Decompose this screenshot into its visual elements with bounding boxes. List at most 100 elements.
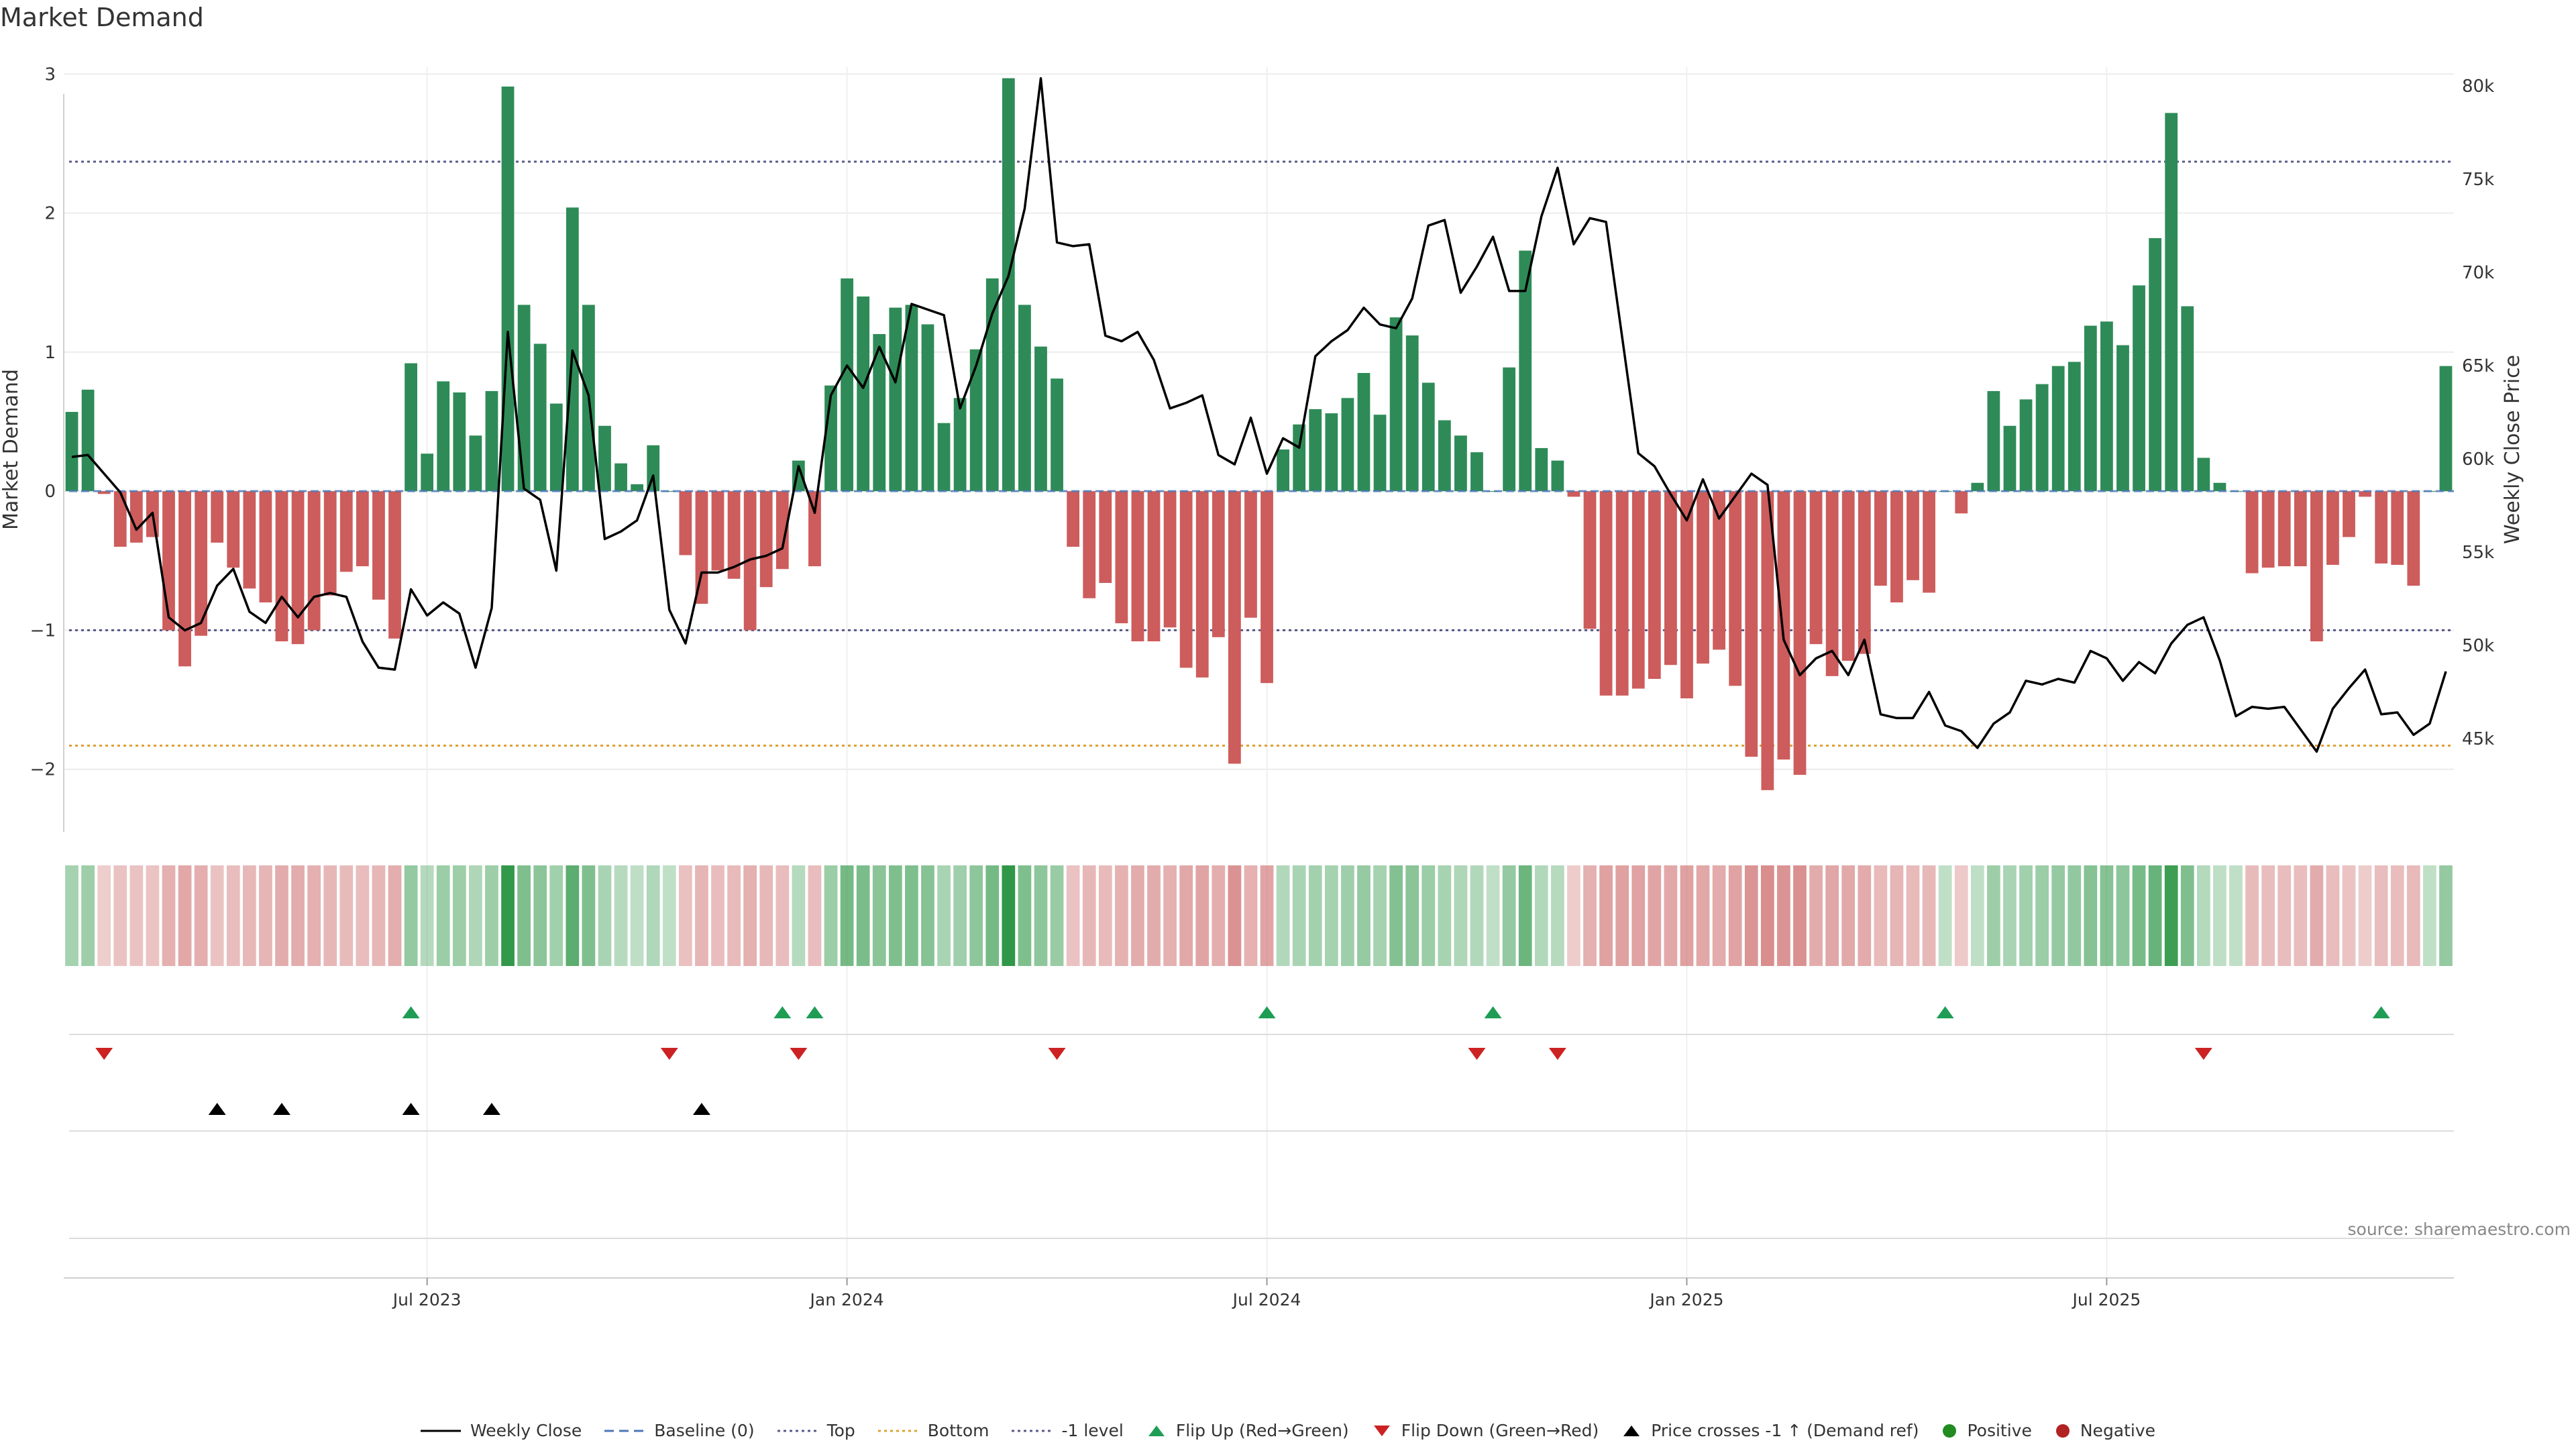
heat-strip-cell (1228, 865, 1242, 966)
demand-bar (1454, 435, 1467, 492)
legend-minus-one-swatch (1012, 1430, 1053, 1432)
heat-strip-cell (775, 865, 790, 966)
dot-icon (1943, 1424, 1957, 1438)
demand-bar (1631, 491, 1645, 689)
heat-strip-cell (1970, 865, 1984, 966)
heat-strip-cell (420, 865, 434, 966)
heat-strip-cell (291, 865, 305, 966)
demand-bar (1615, 491, 1629, 696)
heat-strip-cell (1438, 865, 1452, 966)
legend-positive: Positive (1941, 1421, 2032, 1440)
flip-down-marker (1548, 1048, 1566, 1060)
demand-bar (614, 463, 627, 492)
demand-bar (2375, 491, 2388, 564)
legend-label: Price crosses -1 ↑ (Demand ref) (1651, 1421, 1919, 1440)
heat-strip-cell (662, 865, 676, 966)
heat-strip-cell (259, 865, 272, 966)
price-cross-marker (208, 1103, 226, 1115)
heat-strip-cell (937, 865, 951, 966)
heat-strip-cell (2003, 865, 2017, 966)
heat-strip-cell (113, 865, 127, 966)
demand-bar (1341, 398, 1354, 492)
demand-bar (1567, 491, 1580, 497)
demand-bar (1583, 491, 1597, 629)
demand-bar (566, 207, 579, 492)
heat-strip-cell (1567, 865, 1580, 966)
triangle-up-icon (1148, 1425, 1165, 1436)
heat-strip-cell (1486, 865, 1500, 966)
demand-bar (1018, 305, 1031, 492)
flip-down-marker (1468, 1048, 1486, 1060)
demand-bar (421, 453, 434, 492)
heat-strip-cell (888, 865, 902, 966)
heat-strip-cell (81, 865, 95, 966)
demand-bar (1421, 382, 1435, 492)
heat-strip-cell (630, 865, 644, 966)
heat-strip-cell (1760, 865, 1774, 966)
heat-strip-cell (323, 865, 337, 966)
heat-strip-cell (2261, 865, 2275, 966)
flip-down-marker (790, 1048, 808, 1060)
demand-bar (953, 398, 967, 492)
demand-bar (2277, 491, 2291, 567)
price-cross-marker (482, 1103, 500, 1115)
y-tick-label-left: 2 (44, 204, 56, 224)
heat-strip-cell (97, 865, 111, 966)
heat-strip-cell (840, 865, 854, 966)
heat-strip-cell (905, 865, 918, 966)
legend-label: Top (826, 1421, 855, 1440)
heat-strip-cell (194, 865, 208, 966)
demand-bar (1470, 452, 1483, 492)
heat-strip-cell (759, 865, 773, 966)
heat-strip-cell (1938, 865, 1952, 966)
heat-strip-cell (469, 865, 482, 966)
heat-strip-cell (1147, 865, 1161, 966)
heat-strip-cell (2051, 865, 2065, 966)
heat-strip-cell (1421, 865, 1436, 966)
legend-label: Flip Down (Green→Red) (1401, 1421, 1599, 1440)
demand-bar (1034, 346, 1047, 492)
heat-strip-cell (1906, 865, 1920, 966)
heat-strip-cell (1324, 865, 1338, 966)
heat-strip-cell (1841, 865, 1856, 966)
heat-strip-cell (2116, 865, 2130, 966)
demand-bar (873, 333, 886, 492)
heat-strip-cell (1728, 865, 1742, 966)
heat-strip-cell (1163, 865, 1177, 966)
legend-label: -1 level (1061, 1421, 1124, 1440)
heat-strip-cell (1341, 865, 1354, 966)
demand-bar (663, 491, 676, 492)
y-tick-label-right: 50k (2462, 636, 2494, 656)
heat-strip-cell (2196, 865, 2210, 966)
flip-up-marker (773, 1006, 792, 1018)
legend-minus-one: -1 level (1012, 1421, 1124, 1440)
demand-bar (275, 491, 288, 642)
heat-strip-cell (1502, 865, 1516, 966)
flip-up-marker (1258, 1006, 1276, 1018)
heat-strip-cell (1276, 865, 1290, 966)
demand-bar (2051, 366, 2065, 492)
heat-strip-cell (2374, 865, 2388, 966)
demand-bar (501, 87, 515, 492)
heat-strip-cell (2084, 865, 2098, 966)
heat-strip-cell (242, 865, 256, 966)
heat-strip-cell (678, 865, 692, 966)
demand-bar (227, 491, 240, 568)
demand-bar (1002, 78, 1015, 492)
demand-bar (113, 491, 127, 547)
heat-strip-cell (792, 865, 806, 966)
demand-bar (841, 278, 853, 492)
demand-bar (533, 343, 547, 492)
y-tick-label-left: 0 (44, 482, 56, 502)
heat-strip-cell (1018, 865, 1032, 966)
heat-strip-cell (2229, 865, 2243, 966)
demand-bar (808, 491, 821, 567)
demand-bar (1163, 491, 1177, 628)
price-cross-marker (692, 1103, 710, 1115)
demand-bar (339, 491, 353, 572)
heat-strip-cell (1454, 865, 1468, 966)
flip-down-marker (2194, 1048, 2212, 1060)
demand-bar (195, 491, 208, 636)
flip-down-marker (95, 1048, 113, 1060)
heat-strip-cell (1034, 865, 1048, 966)
